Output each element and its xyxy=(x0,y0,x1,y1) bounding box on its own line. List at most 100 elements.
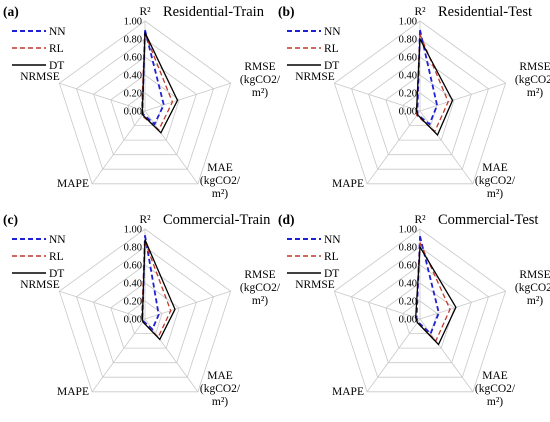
axis-spoke xyxy=(91,110,146,185)
axis-spoke xyxy=(334,290,421,320)
axis-spoke xyxy=(419,290,506,320)
tick-label: 0.40 xyxy=(399,71,417,82)
tick-label: 1.00 xyxy=(399,17,417,28)
grid-ring xyxy=(76,246,214,378)
tick-label: 0.80 xyxy=(124,35,142,46)
grid-ring xyxy=(351,246,489,378)
panel-title: Commercial-Test xyxy=(438,212,538,228)
series-nn-line xyxy=(141,29,165,126)
series-dt-line xyxy=(141,239,176,341)
tick-label: 0.20 xyxy=(124,89,142,100)
series-dt-line xyxy=(415,36,454,137)
legend-label-nn: NN xyxy=(324,26,341,38)
tick-label: 0.60 xyxy=(124,261,142,272)
axis-label-nrmse: NRMSE xyxy=(20,279,60,291)
grid-ring xyxy=(368,56,472,156)
legend-label-rl: RL xyxy=(49,251,64,263)
series-dt-line xyxy=(141,32,179,134)
tick-label: 1.00 xyxy=(124,225,142,236)
panel-letter: (d) xyxy=(278,212,295,227)
axis-label-nrmse: NRMSE xyxy=(295,279,335,291)
grid-ring xyxy=(93,264,197,364)
axis-spoke xyxy=(334,82,421,112)
legend-label-rl: RL xyxy=(324,43,339,55)
axis-spoke xyxy=(144,82,231,112)
axis-label-nrmse: NRMSE xyxy=(295,71,335,83)
axis-label-r2: R² xyxy=(414,6,426,18)
axis-label-r2: R² xyxy=(139,6,151,18)
axis-label-rmse: RMSE(kgCO2/m²) xyxy=(515,61,550,99)
axis-spoke xyxy=(366,110,421,185)
tick-label: 0.80 xyxy=(124,243,142,254)
axis-label-mae: MAE (kgCO2/m²) xyxy=(475,162,516,200)
axis-label-r2: R² xyxy=(414,214,426,226)
tick-label: 1.00 xyxy=(124,17,142,28)
grid-ring xyxy=(110,282,180,349)
grid-ring xyxy=(127,92,163,126)
axis-spoke xyxy=(59,290,146,320)
grid-ring xyxy=(110,74,180,141)
tick-label: 0.20 xyxy=(399,297,417,308)
legend-label-rl: RL xyxy=(324,251,339,263)
tick-label: 0.40 xyxy=(124,279,142,290)
legend-label-nn: NN xyxy=(324,234,341,246)
axis-spoke xyxy=(59,82,146,112)
axis-label-mape: MAPE xyxy=(57,178,89,190)
grid-ring xyxy=(402,300,438,335)
legend-label-rl: RL xyxy=(49,43,64,55)
grid-ring xyxy=(402,92,438,126)
tick-label: 0.20 xyxy=(399,89,417,100)
grid-ring xyxy=(76,38,214,170)
grid-ring xyxy=(333,228,507,393)
panel-letter: (b) xyxy=(278,4,295,19)
tick-label: 0.20 xyxy=(124,297,142,308)
panel-letter: (a) xyxy=(3,4,19,19)
axis-label-mae: MAE (kgCO2/m²) xyxy=(200,162,241,200)
grid-ring xyxy=(333,20,507,185)
panel-letter: (c) xyxy=(3,212,18,227)
axis-label-mape: MAPE xyxy=(332,178,364,190)
tick-label: 0.00 xyxy=(124,107,142,118)
legend-label-dt: DT xyxy=(324,60,339,72)
axis-spoke xyxy=(366,318,421,393)
legend-label-dt: DT xyxy=(49,60,64,72)
axis-label-mae: MAE (kgCO2/m²) xyxy=(200,370,241,408)
series-dt-line xyxy=(415,244,457,346)
axis-label-rmse: RMSE(kgCO2/m²) xyxy=(240,269,281,307)
grid-ring xyxy=(127,300,163,335)
series-nn-line xyxy=(141,235,160,331)
legend-label-dt: DT xyxy=(49,268,64,280)
grid-ring xyxy=(385,74,455,141)
grid-ring xyxy=(93,56,197,156)
grid-ring xyxy=(58,228,232,393)
panel-title: Commercial-Train xyxy=(163,212,271,228)
axis-label-mape: MAPE xyxy=(332,386,364,398)
tick-label: 0.80 xyxy=(399,243,417,254)
axis-label-mae: MAE (kgCO2/m²) xyxy=(475,370,516,408)
axis-spoke xyxy=(419,318,474,393)
legend-label-nn: NN xyxy=(49,26,66,38)
tick-label: 0.40 xyxy=(399,279,417,290)
grid-ring xyxy=(385,282,455,349)
grid-ring xyxy=(351,38,489,170)
tick-label: 0.60 xyxy=(399,261,417,272)
legend-label-dt: DT xyxy=(324,268,339,280)
tick-label: 0.00 xyxy=(399,107,417,118)
tick-label: 0.00 xyxy=(399,315,417,326)
panel-title: Residential-Train xyxy=(163,4,265,20)
axis-spoke xyxy=(144,318,199,393)
axis-label-nrmse: NRMSE xyxy=(20,71,60,83)
tick-label: 0.00 xyxy=(124,315,142,326)
axis-spoke xyxy=(419,82,506,112)
series-nn-line xyxy=(415,235,440,336)
axis-spoke xyxy=(91,318,146,393)
axis-label-rmse: RMSE(kgCO2/m²) xyxy=(240,61,281,99)
axis-label-mape: MAPE xyxy=(57,386,89,398)
axis-label-rmse: RMSE(kgCO2/m²) xyxy=(515,269,550,307)
